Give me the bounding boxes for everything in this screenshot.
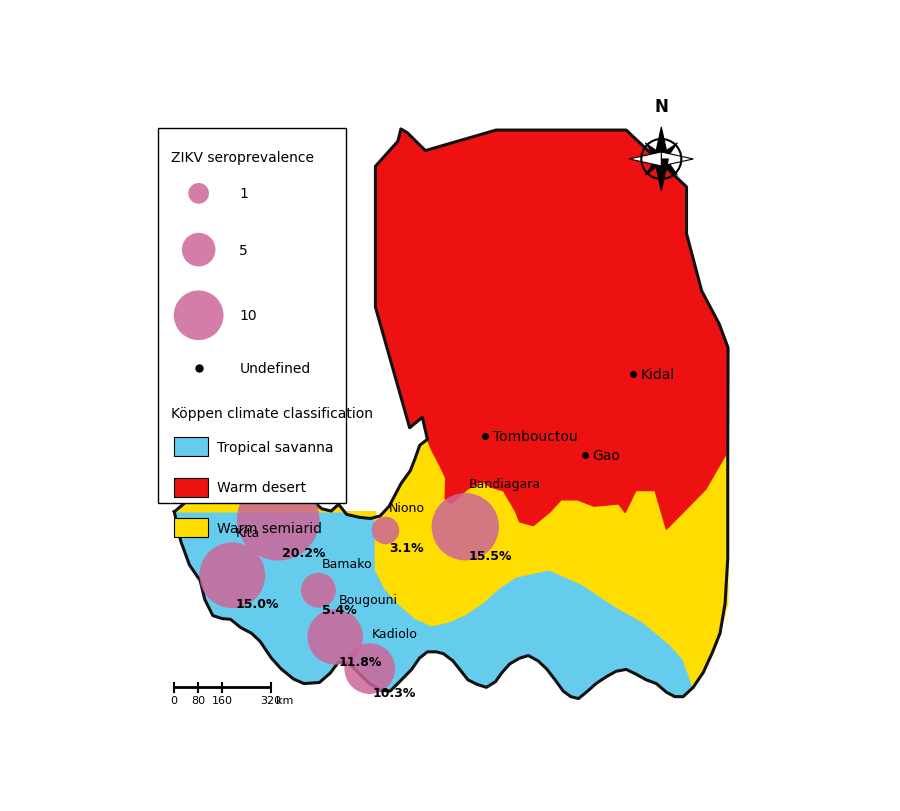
Text: Gao: Gao xyxy=(592,448,620,462)
Text: 11.8%: 11.8% xyxy=(339,655,382,668)
Circle shape xyxy=(237,478,320,561)
Text: 15.0%: 15.0% xyxy=(236,597,280,610)
FancyBboxPatch shape xyxy=(174,438,208,457)
Circle shape xyxy=(200,543,266,608)
Text: Undefined: Undefined xyxy=(239,362,310,376)
Text: 10.3%: 10.3% xyxy=(373,686,416,699)
Text: Bougouni: Bougouni xyxy=(339,594,398,607)
Polygon shape xyxy=(658,157,678,176)
Circle shape xyxy=(174,291,223,341)
Circle shape xyxy=(301,573,336,608)
Polygon shape xyxy=(629,152,661,167)
Polygon shape xyxy=(645,157,664,176)
FancyBboxPatch shape xyxy=(158,128,346,503)
FancyBboxPatch shape xyxy=(174,519,208,538)
Polygon shape xyxy=(175,513,693,699)
Text: Köppen climate classification: Köppen climate classification xyxy=(170,406,373,420)
Text: Diema: Diema xyxy=(282,462,323,475)
Circle shape xyxy=(188,184,209,204)
Text: Niono: Niono xyxy=(389,501,425,514)
FancyBboxPatch shape xyxy=(174,478,208,497)
Circle shape xyxy=(345,644,395,694)
Text: Tropical savanna: Tropical savanna xyxy=(218,440,334,454)
Text: N: N xyxy=(654,98,669,116)
Polygon shape xyxy=(375,130,728,530)
Polygon shape xyxy=(654,160,669,191)
Polygon shape xyxy=(658,144,678,163)
Polygon shape xyxy=(175,418,728,688)
Text: 10: 10 xyxy=(239,309,256,323)
Text: 5: 5 xyxy=(239,243,248,257)
Text: 80: 80 xyxy=(191,696,205,706)
Text: km: km xyxy=(275,696,292,706)
Text: 3.1%: 3.1% xyxy=(389,541,424,554)
Text: 1: 1 xyxy=(239,187,248,201)
Circle shape xyxy=(182,234,215,267)
Text: Warm desert: Warm desert xyxy=(218,481,307,495)
Text: Tombouctou: Tombouctou xyxy=(493,430,578,444)
Polygon shape xyxy=(654,128,669,160)
Text: Warm semiarid: Warm semiarid xyxy=(218,521,322,535)
Text: 160: 160 xyxy=(212,696,232,706)
Text: ZIKV seroprevalence: ZIKV seroprevalence xyxy=(170,150,313,165)
Text: Bandiagara: Bandiagara xyxy=(469,478,541,491)
Text: Kadiolo: Kadiolo xyxy=(373,628,418,641)
Circle shape xyxy=(432,493,499,560)
Circle shape xyxy=(372,517,400,544)
Polygon shape xyxy=(645,144,664,163)
Text: 5.4%: 5.4% xyxy=(322,603,357,616)
Text: Kidal: Kidal xyxy=(641,367,675,381)
Text: 320: 320 xyxy=(260,696,281,706)
Text: Kita: Kita xyxy=(236,526,260,539)
Text: Bamako: Bamako xyxy=(322,557,373,570)
Polygon shape xyxy=(662,152,693,167)
Circle shape xyxy=(308,609,363,665)
Text: 20.2%: 20.2% xyxy=(282,547,326,560)
Text: 15.5%: 15.5% xyxy=(469,549,512,562)
Text: 0: 0 xyxy=(170,696,177,706)
